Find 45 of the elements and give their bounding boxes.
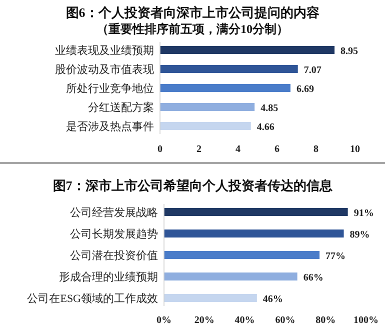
x-tick-label: 4 (236, 144, 240, 155)
y-tick-label: 公司长期发展趋势 (70, 228, 158, 240)
x-tick-label: 8 (314, 144, 318, 155)
bar (164, 251, 320, 259)
y-tick-label: 形成合理的业绩预期 (59, 270, 158, 284)
data-label: 77% (326, 251, 346, 262)
y-tick-label: 分红送配方案 (88, 101, 154, 114)
y-tick-label: 是否涉及热点事件 (66, 120, 154, 133)
bar (160, 84, 290, 92)
y-tick-label: 公司经营发展战略 (70, 206, 158, 219)
bar (164, 272, 298, 280)
x-tick-label: 6 (274, 144, 280, 155)
x-tick-label: 0 (158, 144, 162, 155)
x-tick-label: 2 (196, 144, 202, 155)
y-tick-label: 股价波动及市值表现 (55, 63, 154, 76)
x-tick-label: 10 (350, 144, 360, 155)
data-label: 4.66 (256, 122, 274, 133)
x-tick-label: 0% (156, 315, 172, 326)
data-label: 91% (354, 208, 374, 219)
data-label: 6.69 (296, 84, 314, 95)
x-tick-label: 60% (275, 315, 296, 326)
data-label: 8.95 (340, 46, 358, 57)
bar (164, 230, 344, 238)
x-tick-label: 40% (234, 315, 255, 326)
bar (160, 46, 335, 54)
bar (164, 294, 257, 302)
x-tick-label: 80% (316, 315, 336, 326)
bar (160, 103, 255, 111)
bar (164, 208, 348, 216)
data-label: 66% (303, 272, 324, 284)
x-tick-label: 100% (354, 315, 378, 326)
data-label: 46% (262, 294, 283, 305)
y-tick-label: 公司潜在投资价值 (70, 249, 158, 262)
y-tick-label: 所处行业竞争地位 (66, 82, 154, 95)
data-label: 89% (350, 230, 370, 240)
x-tick-label: 20% (194, 315, 214, 326)
bar (160, 65, 298, 73)
y-tick-label: 公司在ESG领域的工作成效 (27, 292, 158, 305)
data-label: 7.07 (304, 65, 322, 76)
bar (160, 122, 251, 130)
data-label: 4.85 (260, 103, 278, 114)
chart-title: 图6：个人投资者向深市上市公司提问的内容 (66, 5, 320, 20)
y-tick-label: 业绩表现及业绩预期 (55, 44, 154, 57)
chart-title: 图7：深市上市公司希望向个人投资者传达的信息 (52, 178, 334, 193)
chart-subtitle: （重要性排序前五项，满分10分制） (96, 22, 288, 36)
